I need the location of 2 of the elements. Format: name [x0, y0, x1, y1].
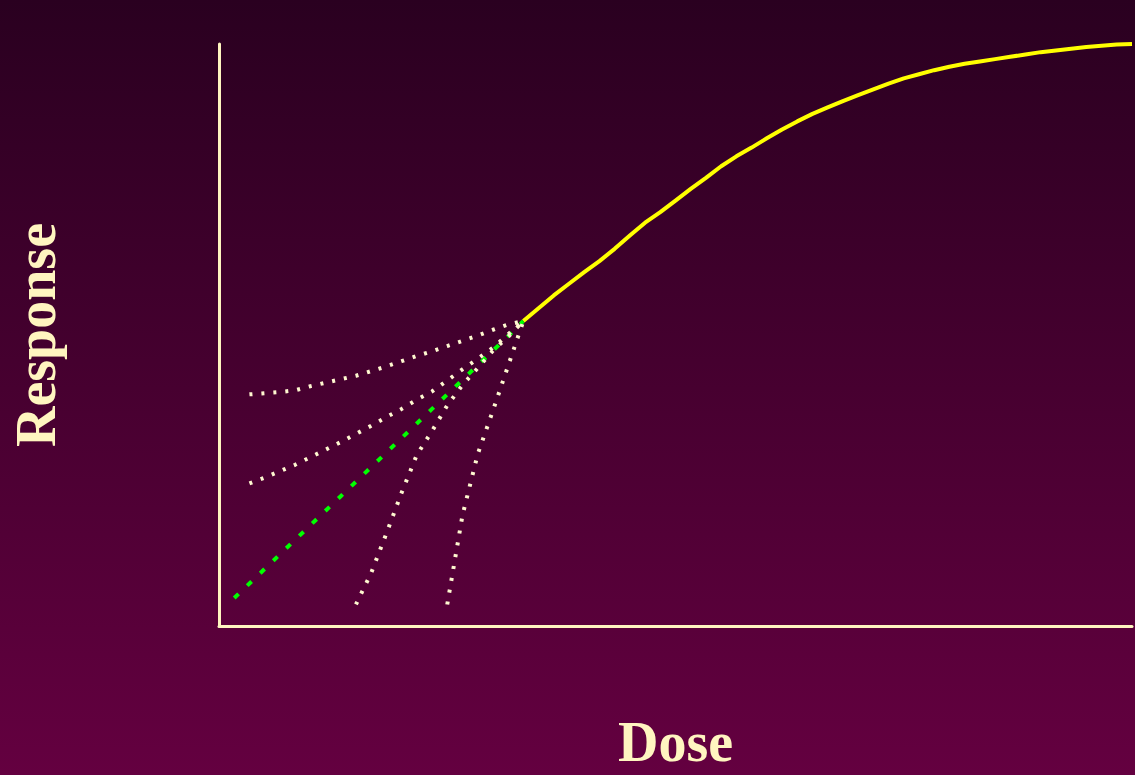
- x-axis-title: Dose: [617, 711, 734, 773]
- y-axis-title: Response: [5, 222, 67, 448]
